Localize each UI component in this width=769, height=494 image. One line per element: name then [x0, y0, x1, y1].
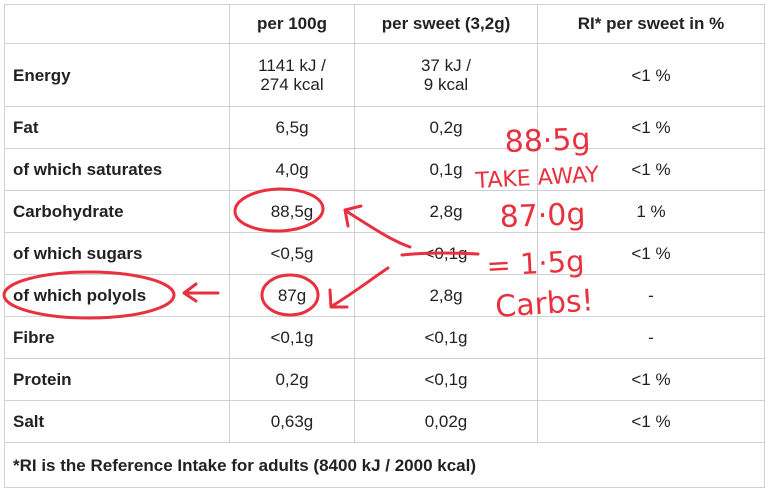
energy-kcal-value: 274 kcal — [260, 75, 324, 94]
row-label: Carbohydrate — [4, 190, 230, 233]
header-row: per 100g per sweet (3,2g) RI* per sweet … — [4, 4, 765, 44]
ri-cell: <1 % — [537, 400, 765, 443]
per-100g-cell: 0,2g — [229, 358, 355, 401]
ri-cell: <1 % — [537, 148, 765, 191]
ri-cell: <1 % — [537, 358, 765, 401]
table-row: Energy 1141 kJ / 274 kcal 37 kJ / 9 kcal… — [4, 43, 765, 107]
ri-cell: - — [537, 274, 765, 317]
per-100g-cell: 0,63g — [229, 400, 355, 443]
energy-kcal-value: 9 kcal — [423, 75, 469, 94]
per-sweet-cell: 0,02g — [354, 400, 538, 443]
per-100g-cell: <0,5g — [229, 232, 355, 275]
per-100g-cell: 1141 kJ / 274 kcal — [229, 43, 355, 107]
table-row: Fibre <0,1g <0,1g - — [4, 316, 765, 359]
header-per-sweet: per sweet (3,2g) — [354, 4, 538, 44]
table-row: Salt 0,63g 0,02g <1 % — [4, 400, 765, 443]
per-100g-cell: 87g — [229, 274, 355, 317]
row-label: Fat — [4, 106, 230, 149]
per-100g-cell: 6,5g — [229, 106, 355, 149]
row-label: of which sugars — [4, 232, 230, 275]
table-row: Carbohydrate 88,5g 2,8g 1 % — [4, 190, 765, 233]
table-row: of which saturates 4,0g 0,1g <1 % — [4, 148, 765, 191]
row-label: Salt — [4, 400, 230, 443]
ri-cell: <1 % — [537, 43, 765, 107]
ri-cell: <1 % — [537, 232, 765, 275]
table-row: Fat 6,5g 0,2g <1 % — [4, 106, 765, 149]
table-row: of which sugars <0,5g <0,1g <1 % — [4, 232, 765, 275]
ri-cell: 1 % — [537, 190, 765, 233]
table-row: Protein 0,2g <0,1g <1 % — [4, 358, 765, 401]
per-100g-cell: 88,5g — [229, 190, 355, 233]
per-sweet-cell: 0,2g — [354, 106, 538, 149]
per-sweet-cell: 2,8g — [354, 190, 538, 233]
footnote-row: *RI is the Reference Intake for adults (… — [4, 442, 765, 488]
per-100g-cell: 4,0g — [229, 148, 355, 191]
per-sweet-cell: <0,1g — [354, 316, 538, 359]
per-sweet-cell: <0,1g — [354, 232, 538, 275]
per-sweet-cell: 0,1g — [354, 148, 538, 191]
header-per-100g: per 100g — [229, 4, 355, 44]
table-row: of which polyols 87g 2,8g - — [4, 274, 765, 317]
per-sweet-cell: 37 kJ / 9 kcal — [354, 43, 538, 107]
per-100g-cell: <0,1g — [229, 316, 355, 359]
header-ri-percent: RI* per sweet in % — [537, 4, 765, 44]
row-label: of which saturates — [4, 148, 230, 191]
row-label: of which polyols — [4, 274, 230, 317]
ri-cell: - — [537, 316, 765, 359]
row-label: Energy — [4, 43, 230, 107]
nutrition-table: per 100g per sweet (3,2g) RI* per sweet … — [4, 4, 765, 488]
row-label: Fibre — [4, 316, 230, 359]
row-label: Protein — [4, 358, 230, 401]
per-sweet-cell: <0,1g — [354, 358, 538, 401]
energy-kj-value: 37 kJ / — [420, 56, 472, 75]
per-sweet-cell: 2,8g — [354, 274, 538, 317]
header-cell-blank — [4, 4, 230, 44]
footnote: *RI is the Reference Intake for adults (… — [4, 442, 765, 488]
energy-kj-value: 1141 kJ / — [258, 56, 326, 75]
ri-cell: <1 % — [537, 106, 765, 149]
